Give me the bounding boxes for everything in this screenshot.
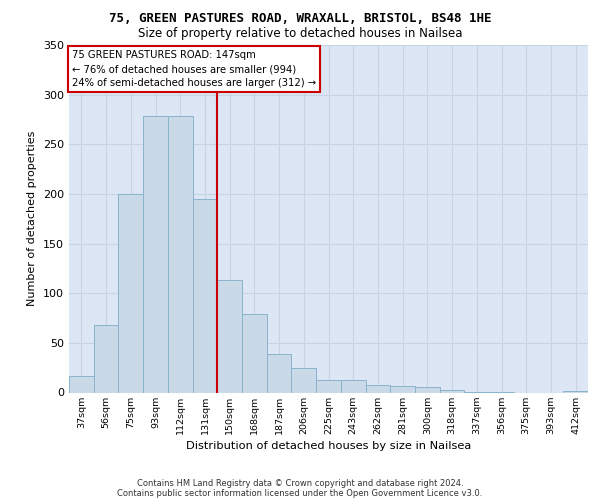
Bar [341, 380, 365, 392]
Text: Contains HM Land Registry data © Crown copyright and database right 2024.: Contains HM Land Registry data © Crown c… [137, 478, 463, 488]
Bar [69, 376, 94, 392]
Bar [390, 386, 415, 392]
Text: Contains public sector information licensed under the Open Government Licence v3: Contains public sector information licen… [118, 488, 482, 498]
Bar [118, 194, 143, 392]
Bar [365, 384, 390, 392]
Bar [217, 280, 242, 392]
Bar [415, 386, 440, 392]
Bar [143, 116, 168, 392]
Text: 75 GREEN PASTURES ROAD: 147sqm
← 76% of detached houses are smaller (994)
24% of: 75 GREEN PASTURES ROAD: 147sqm ← 76% of … [71, 50, 316, 88]
Bar [242, 314, 267, 392]
Bar [168, 116, 193, 392]
Bar [292, 368, 316, 392]
Text: Size of property relative to detached houses in Nailsea: Size of property relative to detached ho… [138, 28, 462, 40]
Bar [316, 380, 341, 392]
X-axis label: Distribution of detached houses by size in Nailsea: Distribution of detached houses by size … [186, 440, 471, 450]
Y-axis label: Number of detached properties: Number of detached properties [28, 131, 37, 306]
Bar [440, 390, 464, 392]
Bar [267, 354, 292, 393]
Bar [94, 325, 118, 392]
Text: 75, GREEN PASTURES ROAD, WRAXALL, BRISTOL, BS48 1HE: 75, GREEN PASTURES ROAD, WRAXALL, BRISTO… [109, 12, 491, 26]
Bar [193, 199, 217, 392]
Bar [563, 390, 588, 392]
